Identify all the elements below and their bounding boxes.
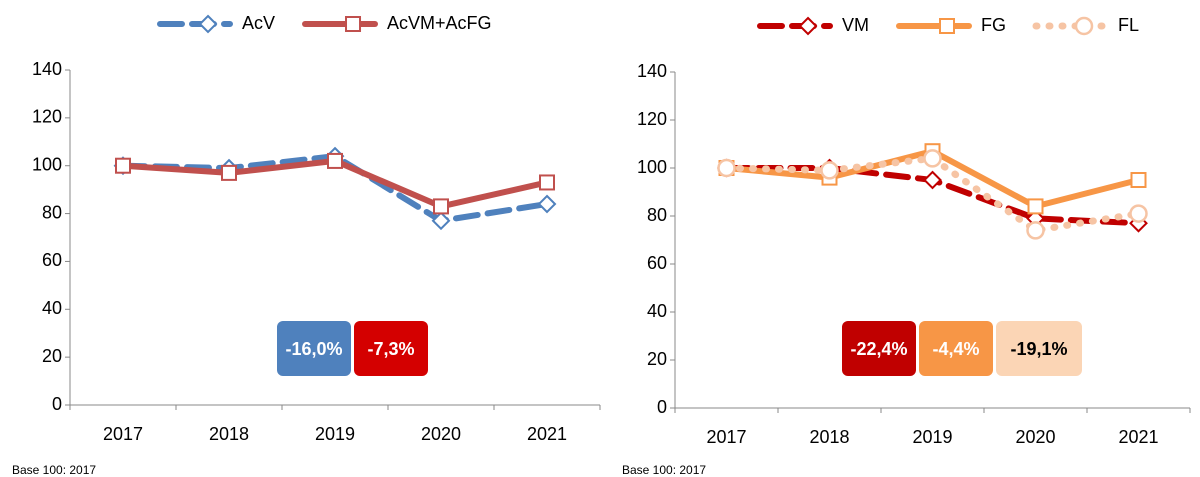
change-label: -19,1% [1010, 339, 1067, 359]
x-tick-label: 2017 [103, 424, 143, 444]
y-tick-label: 80 [42, 202, 62, 222]
x-tick-label: 2020 [421, 424, 461, 444]
data-point [221, 164, 237, 181]
change-label: -4,4% [932, 339, 979, 359]
y-tick-label: 40 [647, 301, 667, 321]
y-tick-label: 40 [42, 298, 62, 318]
data-point [327, 152, 343, 169]
change-badge [277, 321, 351, 376]
legend-marker [345, 16, 362, 32]
legend-marker [939, 18, 955, 34]
y-tick-label: 80 [647, 205, 667, 225]
y-tick-label: 120 [32, 107, 62, 127]
change-badge [996, 321, 1082, 376]
change-label: -16,0% [285, 339, 342, 359]
data-point [431, 211, 451, 231]
data-point [717, 158, 736, 178]
x-tick-label: 2019 [912, 427, 952, 447]
y-tick-label: 20 [42, 346, 62, 366]
y-tick-label: 60 [42, 250, 62, 270]
data-point [433, 198, 449, 215]
legend-marker [798, 16, 818, 36]
legend-marker [1074, 16, 1094, 36]
data-point [820, 161, 839, 180]
x-tick-label: 2021 [527, 424, 567, 444]
change-badge [354, 321, 428, 376]
y-tick-label: 60 [647, 253, 667, 273]
x-tick-label: 2020 [1015, 427, 1055, 447]
legend-label: VM [842, 15, 869, 35]
data-point [923, 170, 942, 190]
data-point [1130, 172, 1147, 188]
legend-label: AcV [242, 13, 275, 33]
data-point [1027, 198, 1044, 215]
footnote: Base 100: 2017 [622, 463, 706, 477]
data-point [537, 194, 557, 214]
data-point [115, 157, 131, 174]
y-tick-label: 0 [657, 397, 667, 417]
y-tick-label: 20 [647, 349, 667, 369]
y-tick-label: 140 [637, 61, 667, 81]
legend-marker [198, 14, 218, 34]
x-tick-label: 2019 [315, 424, 355, 444]
y-tick-label: 100 [32, 154, 62, 174]
data-point [539, 174, 555, 191]
change-label: -22,4% [850, 339, 907, 359]
y-tick-label: 0 [52, 394, 62, 414]
change-badge [842, 321, 916, 376]
x-tick-label: 2018 [809, 427, 849, 447]
change-label: -7,3% [367, 339, 414, 359]
x-tick-label: 2021 [1118, 427, 1158, 447]
legend-label: FG [981, 15, 1006, 35]
data-point [1026, 221, 1045, 240]
x-tick-label: 2018 [209, 424, 249, 444]
footnote: Base 100: 2017 [12, 463, 96, 477]
legend-label: FL [1118, 15, 1139, 35]
legend-label: AcVM+AcFG [387, 13, 492, 33]
change-badge [919, 321, 993, 376]
data-point [923, 149, 942, 168]
y-tick-label: 100 [637, 157, 667, 177]
data-point [1129, 204, 1148, 223]
y-tick-label: 120 [637, 109, 667, 129]
y-tick-label: 140 [32, 59, 62, 79]
x-tick-label: 2017 [706, 427, 746, 447]
